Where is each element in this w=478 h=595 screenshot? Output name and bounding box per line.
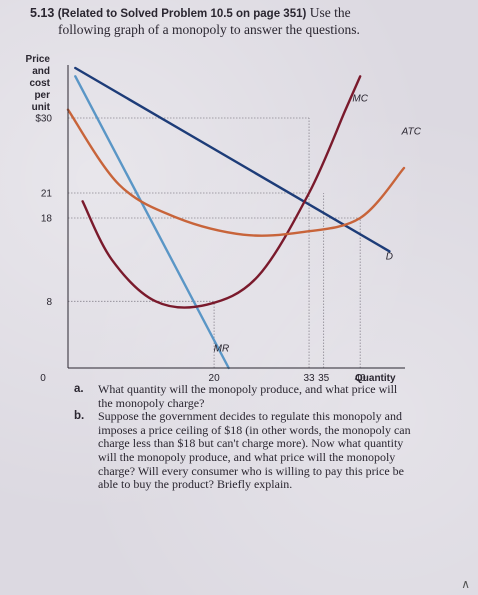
y-axis-title-word: Price xyxy=(26,54,51,65)
y-tick-label: 8 xyxy=(46,297,52,308)
curves xyxy=(66,66,406,370)
curve-labels: D MR MC ATC xyxy=(214,93,422,354)
y-tick-labels: $30 21 18 8 xyxy=(35,114,52,308)
x-tick-label: 20 xyxy=(209,373,221,384)
question-list: a. What quantity will the monopoly produ… xyxy=(74,382,414,492)
curve-label-d: D xyxy=(386,252,393,263)
x-tick-label: 40 xyxy=(355,373,367,384)
x-tick-label: 33 xyxy=(303,373,315,384)
question-a: a. What quantity will the monopoly produ… xyxy=(74,382,414,410)
y-tick-label: 18 xyxy=(41,214,53,225)
x-tick-labels: 0 20 33 35 40 xyxy=(40,373,366,384)
curve-d xyxy=(74,66,391,253)
question-a-letter: a. xyxy=(74,383,84,395)
y-tick-label: 21 xyxy=(41,189,53,200)
curve-label-atc: ATC xyxy=(401,127,422,138)
y-axis-title-word: unit xyxy=(32,102,51,113)
problem-intro-2: following graph of a monopoly to answer … xyxy=(58,22,360,37)
y-axis-title-word: and xyxy=(32,66,50,77)
problem-intro-1: Use the xyxy=(309,5,351,20)
curve-label-mc: MC xyxy=(352,93,368,104)
curve-atc xyxy=(66,108,406,237)
question-b-letter: b. xyxy=(74,410,85,423)
problem-reference: (Related to Solved Problem 10.5 on page … xyxy=(57,8,307,20)
question-b-text: Suppose the government decides to regula… xyxy=(98,409,411,492)
problem-header: 5.13 (Related to Solved Problem 10.5 on … xyxy=(30,5,470,38)
y-axis-title-word: per xyxy=(34,90,50,101)
y-tick-label: $30 xyxy=(35,114,52,125)
x-tick-label: 35 xyxy=(318,373,330,384)
guide-lines xyxy=(68,117,361,368)
curve-mc xyxy=(81,75,362,309)
y-axis-title-word: cost xyxy=(29,78,50,89)
question-b: b. Suppose the government decides to reg… xyxy=(74,409,414,492)
curve-label-mr: MR xyxy=(214,343,230,354)
problem-number: 5.13 xyxy=(30,6,55,20)
curve-mr xyxy=(74,75,230,370)
x-axis-title: Quantity xyxy=(355,373,396,384)
chevron-up-icon[interactable]: ∧ xyxy=(461,577,470,591)
question-a-text: What quantity will the monopoly produce,… xyxy=(98,382,398,410)
x-tick-label: 0 xyxy=(40,373,46,384)
